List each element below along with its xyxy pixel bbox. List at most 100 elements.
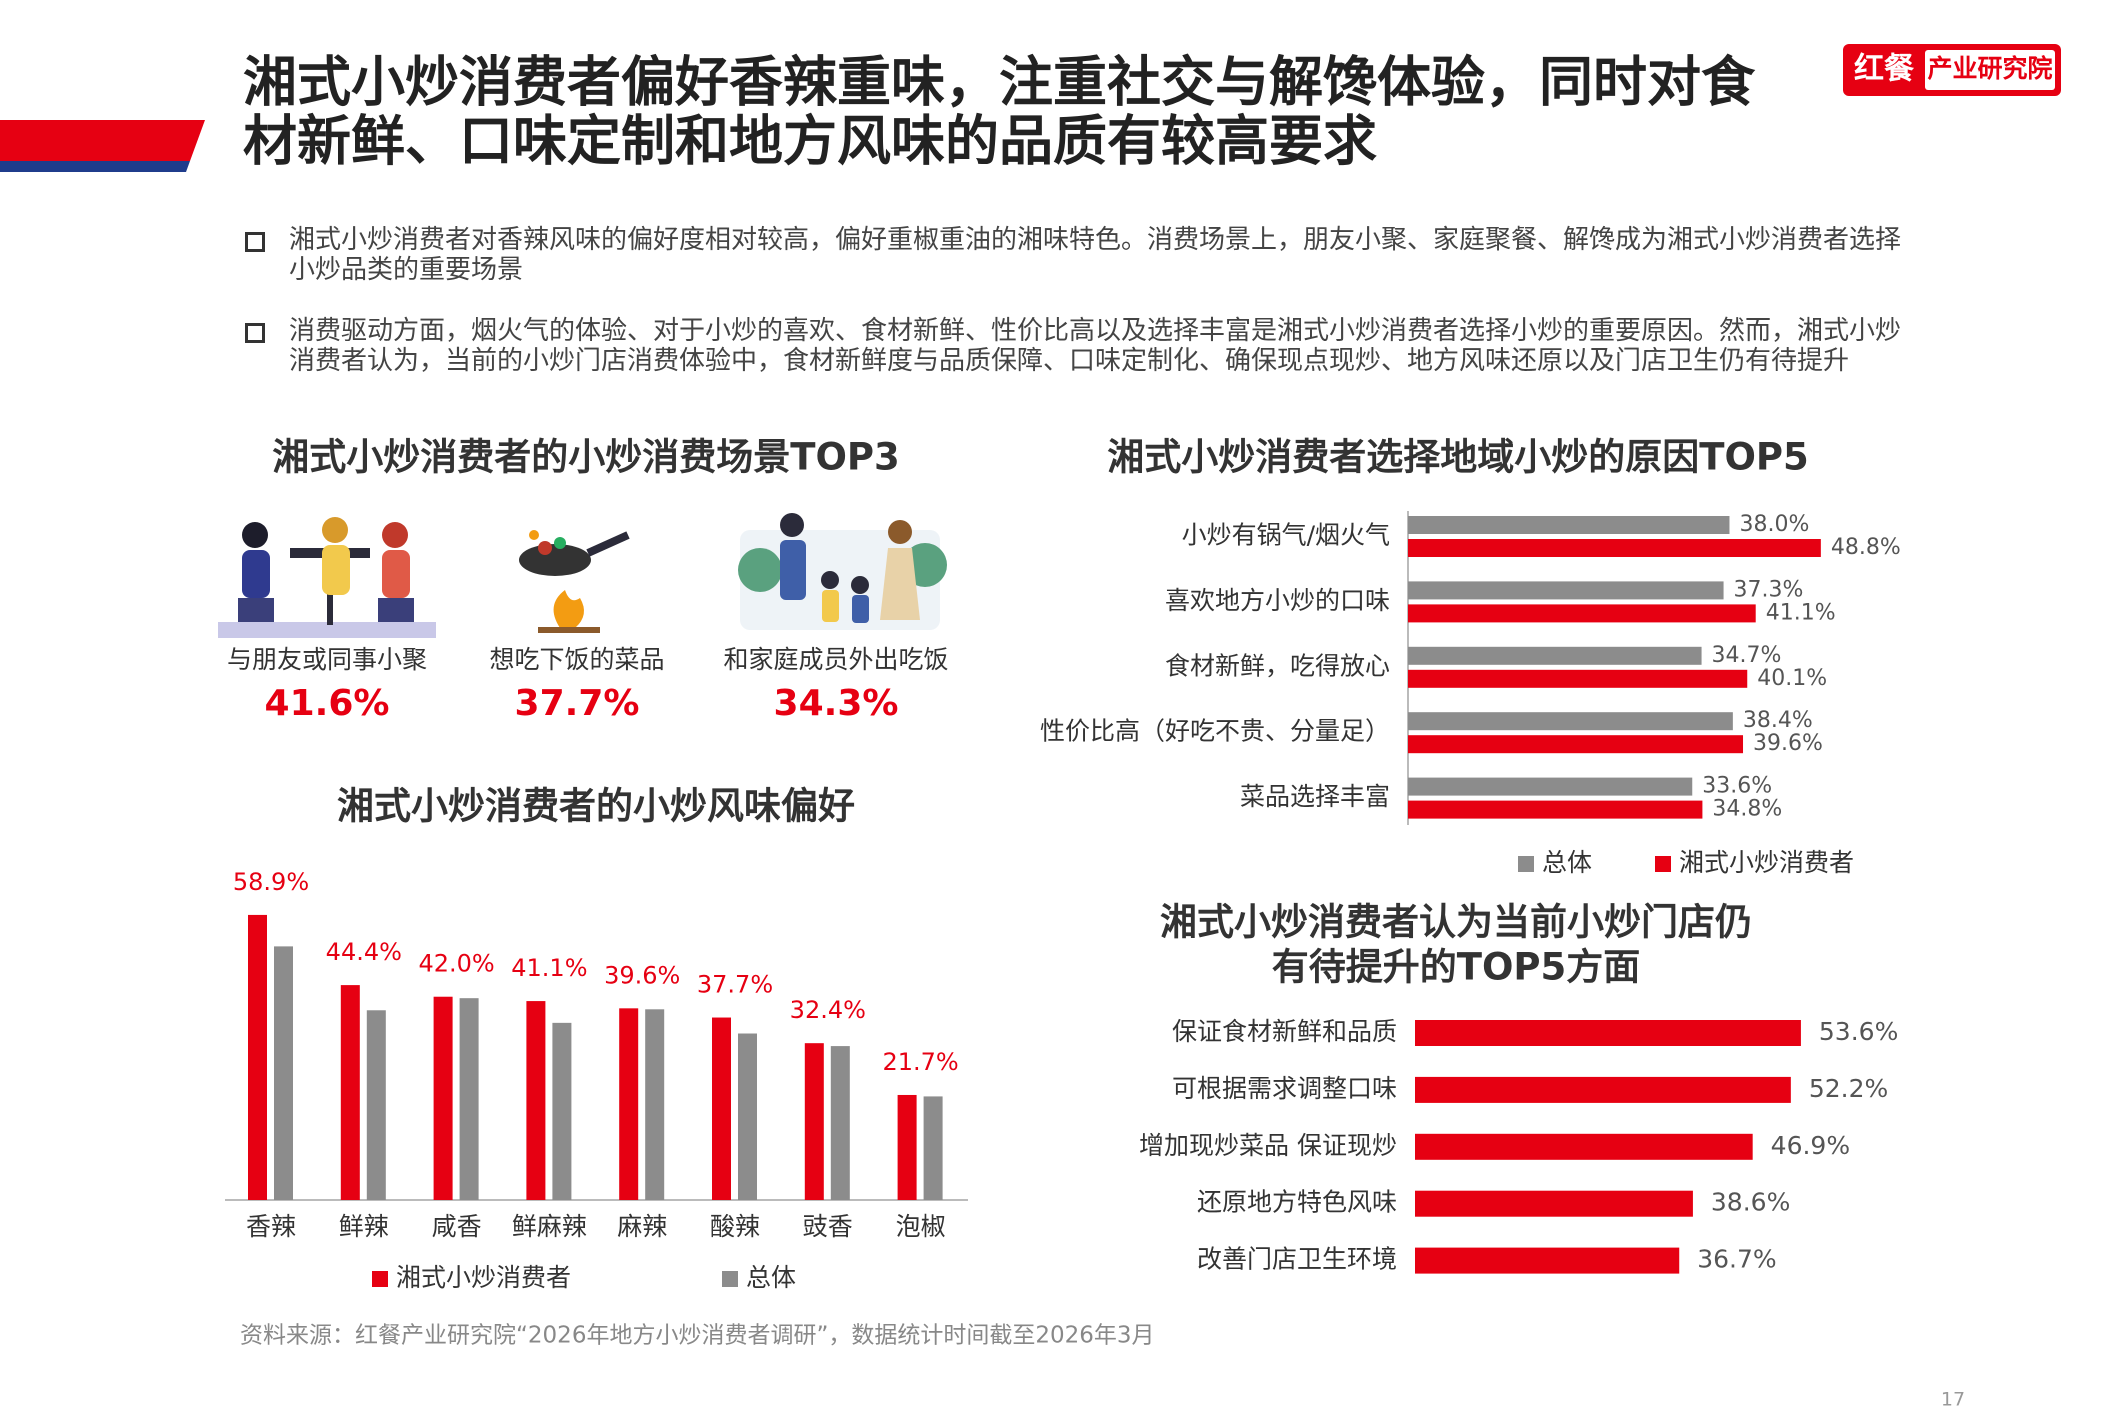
bullet-text: 湘式小炒消费者对香辣风味的偏好度相对较高，偏好重椒重油的湘味特色。消费场景上，朋… [289,225,1902,285]
title-line: 材新鲜、口味定制和地方风味的品质有较高要求 [243,110,1377,173]
bar [1415,1247,1680,1274]
value-label: 36.7% [1697,1245,1776,1274]
red-stripe [0,120,205,161]
bar [1408,735,1744,754]
value-label: 39.6% [604,961,680,989]
scene-label: 想吃下饭的菜品 [489,645,664,674]
bar [1408,516,1730,534]
bar [552,1022,572,1200]
value-label: 58.9% [233,868,309,896]
bar [1408,646,1702,665]
y-tick-label: 喜欢地方小炒的口味 [1165,586,1390,615]
chart-title: 湘式小炒消费者认为当前小炒门店仍 [1160,901,1752,944]
value-label: 37.7% [697,971,773,999]
value-label: 33.6% [1702,774,1772,799]
y-tick-label: 食材新鲜，吃得放心 [1165,651,1390,680]
source: 资料来源：红餐产业研究院“2026年地方小炒消费者调研”，数据统计时间截至202… [240,1323,1155,1349]
y-tick-label: 增加现炒菜品 保证现炒 [1139,1131,1397,1160]
bullet-box [245,232,265,252]
bar [1408,539,1821,557]
value-label: 38.0% [1739,512,1809,537]
y-tick-label: 菜品选择丰富 [1240,782,1390,811]
bar [433,996,453,1200]
bar [526,1001,546,1200]
y-tick-label: 还原地方特色风味 [1197,1188,1397,1217]
bar [274,946,293,1200]
legend-swatch [722,1271,738,1287]
x-tick-label: 酸辣 [710,1212,760,1241]
bar [1408,604,1756,623]
logo-brand: 红餐 [1854,52,1915,87]
legend-label: 湘式小炒消费者 [396,1263,571,1292]
value-label: 32.4% [790,996,866,1024]
x-tick-label: 豉香 [803,1212,853,1241]
bar [645,1009,665,1200]
x-tick-label: 咸香 [432,1212,482,1241]
legend-label: 湘式小炒消费者 [1679,848,1854,877]
family-illustration [738,513,947,630]
section-title: 湘式小炒消费者的小炒消费场景TOP3 [272,436,900,479]
bar [1415,1020,1801,1046]
bar [897,1094,917,1200]
wok-illustration [519,530,630,633]
value-label: 53.6% [1819,1017,1898,1046]
scene-label: 与朋友或同事小聚 [227,645,427,674]
value-label: 38.4% [1743,708,1813,733]
bar [1408,800,1703,819]
blue-stripe [0,161,190,172]
value-label: 34.7% [1712,643,1782,668]
scene-share: 34.3% [774,683,899,724]
value-label: 52.2% [1809,1074,1888,1103]
bar [712,1017,731,1200]
y-tick-label: 可根据需求调整口味 [1172,1074,1397,1103]
bullet-text: 消费驱动方面，烟火气的体验、对于小炒的喜欢、食材新鲜、性价比高以及选择丰富是湘式… [289,316,1902,376]
title-line: 湘式小炒消费者偏好香辣重味，注重社交与解馋体验，同时对食 [243,51,1756,114]
y-tick-label: 保证食材新鲜和品质 [1172,1017,1397,1046]
x-tick-label: 鲜麻辣 [512,1212,587,1241]
bar [1408,581,1724,600]
friends-illustration [218,517,436,638]
bar [1408,777,1693,796]
bar [340,985,360,1200]
logo-inner [1925,50,2055,90]
bar [923,1096,943,1200]
legend-swatch [1655,856,1671,872]
chart-title: 有待提升的TOP5方面 [1272,946,1641,989]
value-label: 39.6% [1753,731,1823,756]
y-tick-label: 性价比高（好吃不贵、分量足） [1040,717,1390,746]
legend-label: 总体 [1542,848,1592,877]
value-label: 21.7% [882,1048,958,1076]
bar [248,914,267,1200]
value-label: 37.3% [1734,577,1804,602]
bar [1415,1076,1791,1103]
scene-share: 37.7% [515,683,640,724]
y-tick-label: 改善门店卫生环境 [1197,1245,1397,1274]
x-tick-label: 泡椒 [896,1212,946,1241]
legend-swatch [1518,856,1534,872]
bar [1415,1133,1753,1160]
value-label: 48.8% [1831,535,1901,560]
value-label: 46.9% [1771,1131,1850,1160]
value-label: 34.8% [1712,797,1782,822]
bullet-box [245,323,265,343]
chart-title: 湘式小炒消费者的小炒风味偏好 [337,785,855,828]
value-label: 40.1% [1757,666,1827,691]
y-tick-label: 小炒有锅气/烟火气 [1182,521,1390,550]
bar [1408,669,1748,688]
chart-title: 湘式小炒消费者选择地域小炒的原因TOP5 [1107,436,1809,479]
scene-label: 和家庭成员外出吃饭 [723,645,948,674]
x-tick-label: 麻辣 [617,1212,667,1241]
bar [459,998,479,1200]
value-label: 41.1% [511,954,587,982]
bar [366,1010,386,1200]
scene-share: 41.6% [265,683,390,724]
legend-swatch [372,1271,388,1287]
value-label: 42.0% [418,950,494,978]
value-label: 44.4% [326,938,402,966]
x-tick-label: 香辣 [246,1212,296,1241]
page-number: 17 [1941,1389,1965,1411]
bar [804,1043,824,1200]
value-label: 41.1% [1766,600,1836,625]
